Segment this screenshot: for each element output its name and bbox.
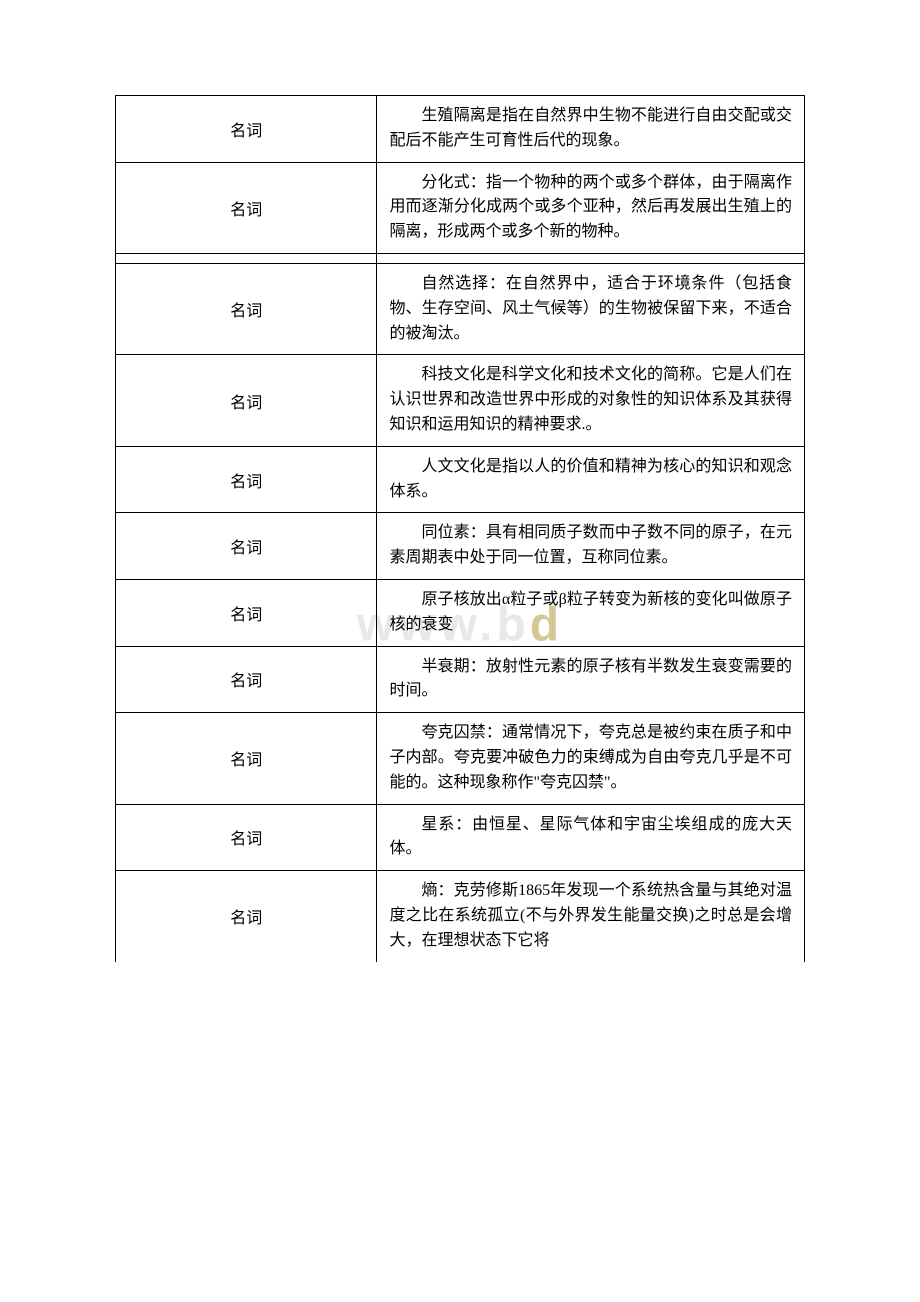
definition-cell: 星系：由恒星、星际气体和宇宙尘埃组成的庞大天体。 bbox=[377, 805, 804, 871]
definition-cell: 科技文化是科学文化和技术文化的简称。它是人们在认识世界和改造世界中形成的对象性的… bbox=[377, 355, 804, 445]
definition-text: 人文文化是指以人的价值和精神为核心的知识和观念体系。 bbox=[389, 455, 792, 505]
term-type-cell: 名词 bbox=[116, 513, 377, 579]
empty-cell bbox=[116, 254, 377, 263]
term-type-cell: 名词 bbox=[116, 447, 377, 513]
term-type: 名词 bbox=[230, 601, 262, 625]
table-row: 名词 星系：由恒星、星际气体和宇宙尘埃组成的庞大天体。 bbox=[115, 805, 805, 872]
definition-cell: 同位素：具有相同质子数而中子数不同的原子，在元素周期表中处于同一位置，互称同位素… bbox=[377, 513, 804, 579]
definition-text: 熵：克劳修斯1865年发现一个系统热含量与其绝对温度之比在系统孤立(不与外界发生… bbox=[389, 879, 792, 953]
term-type: 名词 bbox=[230, 468, 262, 492]
definition-cell: 生殖隔离是指在自然界中生物不能进行自由交配或交配后不能产生可育性后代的现象。 bbox=[377, 96, 804, 162]
term-type: 名词 bbox=[230, 297, 262, 321]
definition-text: 同位素：具有相同质子数而中子数不同的原子，在元素周期表中处于同一位置，互称同位素… bbox=[389, 521, 792, 571]
table-row: 名词 人文文化是指以人的价值和精神为核心的知识和观念体系。 bbox=[115, 447, 805, 514]
definition-text: 分化式：指一个物种的两个或多个群体，由于隔离作用而逐渐分化成两个或多个亚种，然后… bbox=[389, 171, 792, 245]
term-type-cell: 名词 bbox=[116, 713, 377, 803]
term-type-cell: 名词 bbox=[116, 264, 377, 354]
definition-cell: 熵：克劳修斯1865年发现一个系统热含量与其绝对温度之比在系统孤立(不与外界发生… bbox=[377, 871, 804, 961]
table-row: 名词 原子核放出α粒子或β粒子转变为新核的变化叫做原子核的衰变 bbox=[115, 580, 805, 647]
definition-cell: 夸克囚禁：通常情况下，夸克总是被约束在质子和中子内部。夸克要冲破色力的束缚成为自… bbox=[377, 713, 804, 803]
table-row: 名词 半衰期：放射性元素的原子核有半数发生衰变需要的时间。 bbox=[115, 647, 805, 714]
table-row: 名词 熵：克劳修斯1865年发现一个系统热含量与其绝对温度之比在系统孤立(不与外… bbox=[115, 871, 805, 961]
definition-cell: 原子核放出α粒子或β粒子转变为新核的变化叫做原子核的衰变 bbox=[377, 580, 804, 646]
document-content: 名词 生殖隔离是指在自然界中生物不能进行自由交配或交配后不能产生可育性后代的现象… bbox=[115, 95, 805, 962]
term-type: 名词 bbox=[230, 667, 262, 691]
term-type-cell: 名词 bbox=[116, 805, 377, 871]
definition-text: 星系：由恒星、星际气体和宇宙尘埃组成的庞大天体。 bbox=[389, 813, 792, 863]
definition-text: 夸克囚禁：通常情况下，夸克总是被约束在质子和中子内部。夸克要冲破色力的束缚成为自… bbox=[389, 721, 792, 795]
table-row: 名词 生殖隔离是指在自然界中生物不能进行自由交配或交配后不能产生可育性后代的现象… bbox=[115, 95, 805, 163]
definition-cell: 半衰期：放射性元素的原子核有半数发生衰变需要的时间。 bbox=[377, 647, 804, 713]
table-row: 名词 自然选择：在自然界中，适合于环境条件（包括食物、生存空间、风土气候等）的生… bbox=[115, 264, 805, 355]
definition-table: 名词 生殖隔离是指在自然界中生物不能进行自由交配或交配后不能产生可育性后代的现象… bbox=[115, 95, 805, 962]
table-empty-row bbox=[115, 254, 805, 264]
definition-text: 生殖隔离是指在自然界中生物不能进行自由交配或交配后不能产生可育性后代的现象。 bbox=[389, 104, 792, 154]
definition-text: 半衰期：放射性元素的原子核有半数发生衰变需要的时间。 bbox=[389, 655, 792, 705]
term-type-cell: 名词 bbox=[116, 355, 377, 445]
table-row: 名词 科技文化是科学文化和技术文化的简称。它是人们在认识世界和改造世界中形成的对… bbox=[115, 355, 805, 446]
definition-text: 自然选择：在自然界中，适合于环境条件（包括食物、生存空间、风土气候等）的生物被保… bbox=[389, 272, 792, 346]
term-type: 名词 bbox=[230, 825, 262, 849]
table-row: 名词 夸克囚禁：通常情况下，夸克总是被约束在质子和中子内部。夸克要冲破色力的束缚… bbox=[115, 713, 805, 804]
term-type-cell: 名词 bbox=[116, 647, 377, 713]
term-type: 名词 bbox=[230, 389, 262, 413]
term-type: 名词 bbox=[230, 746, 262, 770]
definition-cell: 自然选择：在自然界中，适合于环境条件（包括食物、生存空间、风土气候等）的生物被保… bbox=[377, 264, 804, 354]
term-type-cell: 名词 bbox=[116, 163, 377, 253]
table-row: 名词 分化式：指一个物种的两个或多个群体，由于隔离作用而逐渐分化成两个或多个亚种… bbox=[115, 163, 805, 254]
definition-text: 科技文化是科学文化和技术文化的简称。它是人们在认识世界和改造世界中形成的对象性的… bbox=[389, 363, 792, 437]
term-type: 名词 bbox=[230, 904, 262, 928]
term-type: 名词 bbox=[230, 534, 262, 558]
table-row: 名词 同位素：具有相同质子数而中子数不同的原子，在元素周期表中处于同一位置，互称… bbox=[115, 513, 805, 580]
term-type-cell: 名词 bbox=[116, 580, 377, 646]
definition-cell: 分化式：指一个物种的两个或多个群体，由于隔离作用而逐渐分化成两个或多个亚种，然后… bbox=[377, 163, 804, 253]
term-type: 名词 bbox=[230, 117, 262, 141]
term-type-cell: 名词 bbox=[116, 96, 377, 162]
empty-cell bbox=[377, 254, 804, 263]
definition-text: 原子核放出α粒子或β粒子转变为新核的变化叫做原子核的衰变 bbox=[389, 588, 792, 638]
definition-cell: 人文文化是指以人的价值和精神为核心的知识和观念体系。 bbox=[377, 447, 804, 513]
term-type: 名词 bbox=[230, 196, 262, 220]
term-type-cell: 名词 bbox=[116, 871, 377, 961]
